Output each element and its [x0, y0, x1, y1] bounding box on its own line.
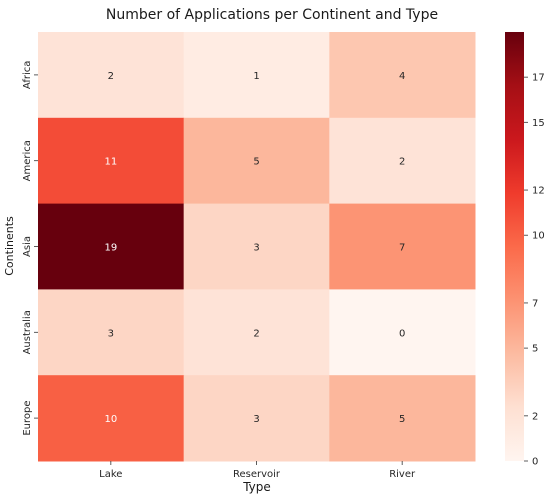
heatmap-cell: [183, 203, 330, 290]
y-tick-label: Asia: [22, 236, 33, 257]
colorbar-tick-label: 7: [532, 298, 538, 309]
heatmap-cell: [329, 32, 476, 119]
heatmap-cell: [183, 32, 330, 119]
x-tick-label: River: [389, 469, 416, 480]
heatmap-cell: [183, 289, 330, 376]
cell-value-label: 19: [104, 243, 117, 254]
colorbar-tick-label: 0: [532, 457, 538, 468]
heatmap-cell: [329, 289, 476, 376]
x-axis: Lake Reservoir River: [99, 461, 416, 480]
cell-value-label: 3: [253, 243, 259, 254]
cell-value-label: 2: [253, 328, 259, 339]
heatmap-cell: [38, 289, 185, 376]
y-tick-label: America: [22, 140, 33, 181]
heatmap-cells: [38, 32, 476, 462]
colorbar-tick-label: 10: [532, 231, 545, 242]
y-tick-label: Australia: [22, 310, 33, 354]
cell-value-label: 4: [399, 71, 405, 82]
y-axis: Africa America Asia Australia Europe: [22, 61, 38, 436]
cell-value-label: 2: [399, 157, 405, 168]
colorbar-tick-label: 5: [532, 344, 538, 355]
heatmap-cell: [183, 375, 330, 462]
x-tick-label: Reservoir: [233, 469, 281, 480]
y-axis-label: Continents: [3, 216, 16, 276]
heatmap-cell: [329, 375, 476, 462]
cell-value-label: 7: [399, 243, 405, 254]
heatmap-cell: [38, 32, 185, 119]
colorbar: [505, 32, 524, 461]
heatmap-cell: [38, 375, 185, 462]
y-tick-label: Africa: [22, 61, 33, 90]
cell-value-label: 5: [253, 157, 259, 168]
cell-value-label: 11: [104, 157, 117, 168]
cell-value-label: 3: [253, 414, 259, 425]
heatmap-cell: [329, 117, 476, 205]
cell-value-label: 0: [399, 328, 405, 339]
y-tick-label: Europe: [22, 401, 33, 436]
cell-value-label: 2: [108, 71, 114, 82]
colorbar-tick-label: 2: [532, 411, 538, 422]
cell-value-label: 1: [253, 71, 259, 82]
x-axis-label: Type: [242, 480, 271, 494]
heatmap-cell: [38, 117, 185, 205]
cell-value-label: 3: [108, 328, 114, 339]
cell-value-label: 5: [399, 414, 405, 425]
cell-value-label: 10: [104, 414, 117, 425]
heatmap-cell-labels: 2 1 4 11 5 2 19 3 7 3 2 0 10 3 5: [104, 71, 405, 425]
colorbar-ticks: 0 2 5 7 10 12 15 17: [524, 73, 545, 468]
colorbar-tick-label: 12: [532, 186, 545, 197]
chart-title: Number of Applications per Continent and…: [106, 7, 438, 23]
colorbar-tick-label: 15: [532, 118, 545, 129]
colorbar-tick-label: 17: [532, 73, 545, 84]
x-tick-label: Lake: [99, 469, 122, 480]
heatmap-cell: [183, 117, 330, 205]
heatmap-cell: [329, 203, 476, 290]
heatmap-cell: [38, 203, 185, 290]
